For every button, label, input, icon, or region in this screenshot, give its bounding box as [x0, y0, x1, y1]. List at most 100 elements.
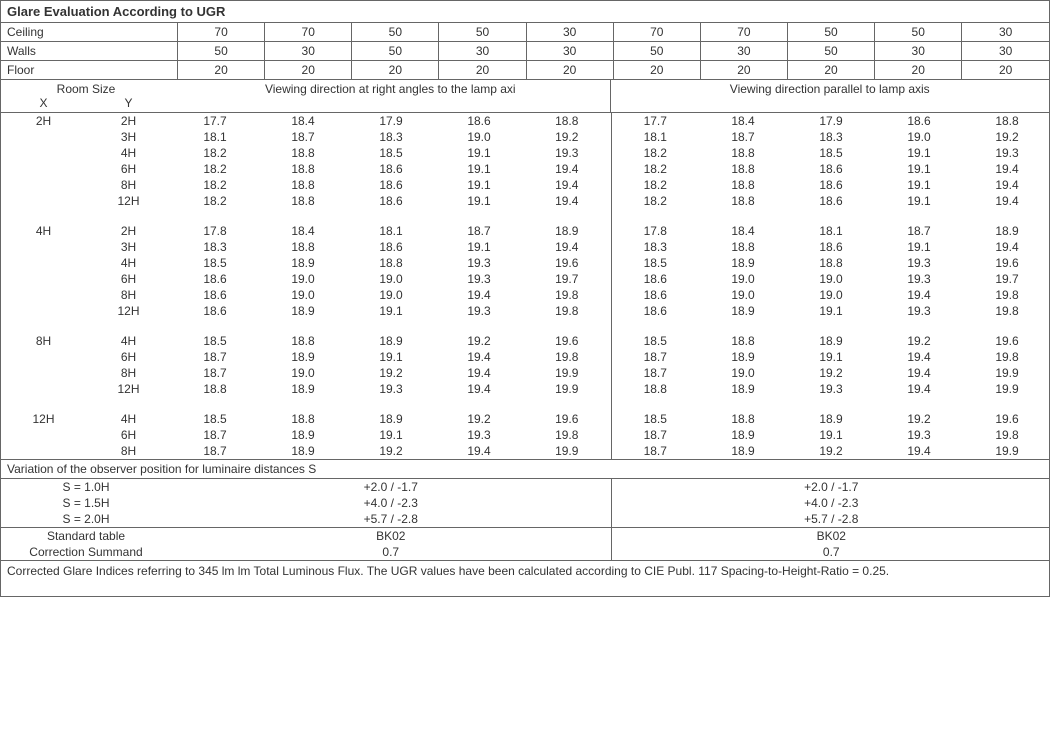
ugr-value: 19.8	[963, 303, 1050, 319]
x-axis-label: X	[1, 96, 86, 110]
ugr-value: 18.5	[347, 145, 435, 161]
ugr-value: 19.4	[435, 443, 523, 459]
ugr-value: 19.0	[875, 129, 963, 145]
room-x: 12H	[1, 411, 86, 427]
header-value: 30	[265, 42, 352, 61]
ugr-value: 18.2	[171, 145, 259, 161]
ugr-value: 18.5	[787, 145, 875, 161]
ugr-value: 18.8	[523, 113, 611, 129]
header-row-label: Walls	[1, 42, 178, 61]
ugr-value: 19.7	[963, 271, 1050, 287]
ugr-value: 18.9	[699, 427, 787, 443]
room-x	[1, 271, 86, 287]
ugr-value: 19.3	[435, 271, 523, 287]
ugr-value: 18.7	[171, 443, 259, 459]
ugr-value: 19.1	[435, 193, 523, 209]
header-value: 20	[962, 61, 1049, 80]
room-x	[1, 161, 86, 177]
std-right: BK02	[611, 528, 1050, 545]
std-right: 0.7	[611, 544, 1050, 560]
ugr-value: 18.6	[787, 161, 875, 177]
ugr-value: 19.1	[787, 349, 875, 365]
room-y: 8H	[86, 443, 171, 459]
ugr-value: 18.6	[875, 113, 963, 129]
ugr-value: 19.6	[523, 255, 611, 271]
ugr-value: 19.2	[787, 365, 875, 381]
ugr-value: 19.3	[347, 381, 435, 397]
room-x: 2H	[1, 113, 86, 129]
ugr-value: 19.0	[435, 129, 523, 145]
ugr-value: 18.8	[699, 145, 787, 161]
ugr-value: 18.6	[435, 113, 523, 129]
ugr-value: 19.4	[523, 177, 611, 193]
ugr-value: 18.3	[347, 129, 435, 145]
ugr-value: 18.3	[171, 239, 259, 255]
ugr-value: 19.9	[523, 365, 611, 381]
ugr-value: 18.8	[787, 255, 875, 271]
ugr-value: 19.3	[875, 427, 963, 443]
header-value: 20	[526, 61, 613, 80]
header-value: 20	[352, 61, 439, 80]
std-row-label: Correction Summand	[1, 544, 171, 560]
header-value: 20	[700, 61, 787, 80]
ugr-value: 19.3	[435, 255, 523, 271]
ugr-value: 18.8	[699, 161, 787, 177]
ugr-value: 19.8	[523, 287, 611, 303]
ugr-value: 18.5	[611, 333, 699, 349]
viewing-direction-left: Viewing direction at right angles to the…	[171, 80, 611, 112]
ugr-value: 19.4	[875, 443, 963, 459]
room-y: 4H	[86, 333, 171, 349]
ugr-value: 18.2	[171, 193, 259, 209]
ugr-value: 18.6	[787, 239, 875, 255]
ugr-value: 19.4	[875, 287, 963, 303]
ugr-report: Glare Evaluation According to UGR Ceilin…	[0, 0, 1050, 597]
ugr-value: 18.5	[611, 255, 699, 271]
header-row-label: Ceiling	[1, 23, 178, 42]
room-x: 8H	[1, 333, 86, 349]
variation-right: +4.0 / -2.3	[611, 495, 1050, 511]
ugr-value: 18.6	[347, 193, 435, 209]
ugr-value: 19.1	[435, 239, 523, 255]
header-value: 30	[962, 42, 1049, 61]
ugr-value: 18.8	[171, 381, 259, 397]
room-x	[1, 427, 86, 443]
ugr-value: 18.9	[347, 411, 435, 427]
ugr-value: 18.6	[171, 303, 259, 319]
ugr-value: 19.2	[875, 411, 963, 427]
header-value: 70	[265, 23, 352, 42]
ugr-value: 18.2	[611, 177, 699, 193]
ugr-value: 19.3	[787, 381, 875, 397]
header-value: 50	[352, 23, 439, 42]
ugr-value: 18.8	[259, 333, 347, 349]
ugr-value: 18.6	[347, 239, 435, 255]
ugr-value: 19.0	[347, 271, 435, 287]
ugr-value: 19.9	[523, 381, 611, 397]
ugr-value: 19.6	[963, 333, 1050, 349]
ugr-value: 18.8	[699, 177, 787, 193]
header-value: 50	[787, 23, 874, 42]
ugr-value: 19.1	[787, 427, 875, 443]
ugr-value: 19.1	[875, 145, 963, 161]
ugr-value: 19.1	[435, 161, 523, 177]
room-y: 12H	[86, 381, 171, 397]
ugr-value: 19.8	[523, 349, 611, 365]
header-value: 20	[265, 61, 352, 80]
ugr-value: 19.0	[259, 271, 347, 287]
ugr-value: 19.2	[963, 129, 1050, 145]
ugr-value: 17.7	[611, 113, 699, 129]
ugr-value: 18.9	[259, 303, 347, 319]
ugr-value: 17.8	[171, 223, 259, 239]
ugr-value: 17.9	[347, 113, 435, 129]
ugr-value: 19.4	[523, 161, 611, 177]
ugr-value: 19.0	[259, 365, 347, 381]
ugr-value: 18.9	[259, 349, 347, 365]
ugr-value: 18.8	[699, 239, 787, 255]
ugr-value: 18.7	[259, 129, 347, 145]
ugr-value: 19.0	[787, 287, 875, 303]
ugr-value: 19.6	[523, 411, 611, 427]
ugr-value: 19.4	[435, 365, 523, 381]
room-y: 6H	[86, 427, 171, 443]
ugr-value: 19.4	[435, 349, 523, 365]
ugr-value: 18.7	[611, 427, 699, 443]
header-value: 30	[439, 42, 526, 61]
